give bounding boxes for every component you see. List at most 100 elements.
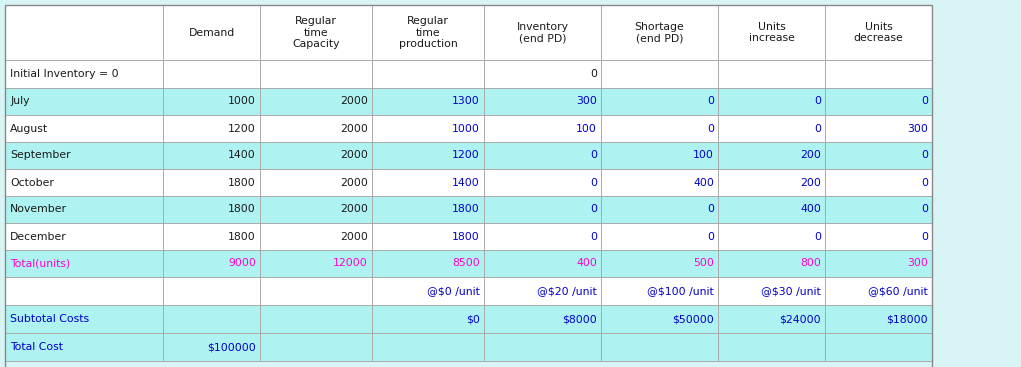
- Text: 0: 0: [590, 150, 597, 160]
- Bar: [260, 223, 372, 250]
- Text: 100: 100: [576, 124, 597, 134]
- Bar: [260, 333, 372, 361]
- Bar: [484, 305, 601, 333]
- Bar: [718, 60, 825, 88]
- Text: 9000: 9000: [228, 258, 256, 269]
- Bar: [163, 5, 260, 60]
- Text: 2000: 2000: [340, 204, 368, 214]
- Text: 800: 800: [800, 258, 821, 269]
- Bar: [484, 196, 601, 223]
- Text: 1000: 1000: [228, 97, 256, 106]
- Text: @$100 /unit: @$100 /unit: [647, 286, 714, 296]
- Bar: [484, 169, 601, 196]
- Text: 0: 0: [921, 204, 928, 214]
- Bar: [601, 223, 718, 250]
- Text: Initial Inventory = 0: Initial Inventory = 0: [10, 69, 118, 79]
- Bar: [718, 250, 825, 277]
- Bar: [5, 196, 163, 223]
- Bar: [163, 305, 260, 333]
- Text: $18000: $18000: [886, 314, 928, 324]
- Text: August: August: [10, 124, 48, 134]
- Bar: [718, 196, 825, 223]
- Bar: [5, 169, 163, 196]
- Bar: [484, 277, 601, 305]
- Bar: [163, 196, 260, 223]
- Text: @$20 /unit: @$20 /unit: [537, 286, 597, 296]
- Text: 300: 300: [576, 97, 597, 106]
- Bar: [484, 250, 601, 277]
- Bar: [601, 60, 718, 88]
- Bar: [163, 277, 260, 305]
- Bar: [484, 223, 601, 250]
- Bar: [372, 333, 484, 361]
- Text: 2000: 2000: [340, 124, 368, 134]
- Text: @$60 /unit: @$60 /unit: [868, 286, 928, 296]
- Text: 0: 0: [707, 124, 714, 134]
- Bar: [601, 333, 718, 361]
- Bar: [260, 115, 372, 142]
- Bar: [372, 223, 484, 250]
- Bar: [825, 88, 932, 115]
- Text: Units
decrease: Units decrease: [854, 22, 904, 43]
- Bar: [5, 5, 163, 60]
- Bar: [163, 88, 260, 115]
- Bar: [372, 60, 484, 88]
- Text: October: October: [10, 178, 54, 188]
- Text: 12000: 12000: [333, 258, 368, 269]
- Bar: [601, 5, 718, 60]
- Text: Regular
time
Capacity: Regular time Capacity: [292, 16, 340, 49]
- Text: December: December: [10, 232, 66, 241]
- Text: 1800: 1800: [229, 204, 256, 214]
- Bar: [601, 169, 718, 196]
- Bar: [163, 223, 260, 250]
- Bar: [825, 333, 932, 361]
- Text: Inventory
(end PD): Inventory (end PD): [517, 22, 569, 43]
- Bar: [484, 88, 601, 115]
- Bar: [163, 60, 260, 88]
- Text: 1800: 1800: [229, 232, 256, 241]
- Text: 0: 0: [921, 232, 928, 241]
- Bar: [601, 277, 718, 305]
- Text: Total(units): Total(units): [10, 258, 70, 269]
- Bar: [5, 223, 163, 250]
- Bar: [5, 60, 163, 88]
- Bar: [484, 5, 601, 60]
- Bar: [718, 169, 825, 196]
- Bar: [825, 305, 932, 333]
- Bar: [718, 305, 825, 333]
- Text: 2000: 2000: [340, 150, 368, 160]
- Text: November: November: [10, 204, 67, 214]
- Bar: [718, 5, 825, 60]
- Text: 2000: 2000: [340, 178, 368, 188]
- Text: Units
increase: Units increase: [748, 22, 794, 43]
- Bar: [5, 115, 163, 142]
- Bar: [5, 88, 163, 115]
- Bar: [260, 196, 372, 223]
- Text: 0: 0: [707, 232, 714, 241]
- Bar: [260, 60, 372, 88]
- Bar: [601, 142, 718, 169]
- Text: Demand: Demand: [189, 28, 235, 37]
- Text: 0: 0: [707, 204, 714, 214]
- Bar: [718, 277, 825, 305]
- Text: $0: $0: [467, 314, 480, 324]
- Bar: [372, 88, 484, 115]
- Text: 200: 200: [800, 178, 821, 188]
- Bar: [163, 333, 260, 361]
- Text: 0: 0: [590, 232, 597, 241]
- Bar: [163, 142, 260, 169]
- Text: $50000: $50000: [672, 314, 714, 324]
- Bar: [825, 196, 932, 223]
- Bar: [5, 333, 163, 361]
- Text: 0: 0: [921, 150, 928, 160]
- Text: $8000: $8000: [563, 314, 597, 324]
- Text: 2000: 2000: [340, 232, 368, 241]
- Text: $24000: $24000: [779, 314, 821, 324]
- Bar: [825, 60, 932, 88]
- Bar: [5, 277, 163, 305]
- Text: 300: 300: [907, 258, 928, 269]
- Bar: [260, 169, 372, 196]
- Text: @$30 /unit: @$30 /unit: [762, 286, 821, 296]
- Text: 1800: 1800: [452, 204, 480, 214]
- Text: 0: 0: [814, 232, 821, 241]
